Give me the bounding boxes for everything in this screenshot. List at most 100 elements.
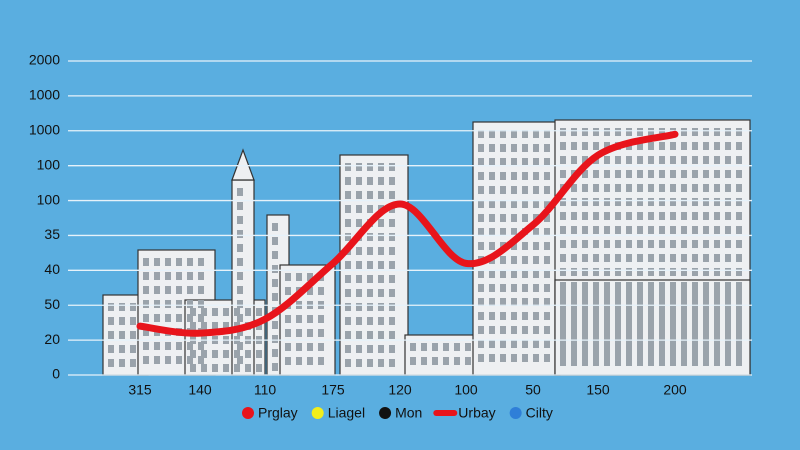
window (637, 310, 643, 318)
window (582, 170, 588, 178)
window (544, 158, 550, 166)
window (571, 302, 577, 310)
window (626, 240, 632, 248)
window (223, 350, 229, 358)
window (560, 296, 566, 304)
window (615, 128, 621, 136)
window (500, 228, 506, 236)
window (736, 212, 742, 220)
window (659, 184, 665, 192)
window (648, 240, 654, 248)
y-tick-label: 1000 (29, 87, 60, 103)
window (604, 296, 610, 304)
window (714, 212, 720, 220)
window (571, 316, 577, 324)
window (626, 282, 632, 290)
window (593, 212, 599, 220)
window (703, 324, 709, 332)
window (522, 144, 528, 152)
window (615, 316, 621, 324)
window (478, 200, 484, 208)
window (511, 326, 517, 334)
window (626, 352, 632, 360)
window (143, 286, 149, 294)
window (272, 363, 278, 371)
window (367, 345, 373, 353)
window (356, 177, 362, 185)
window (108, 303, 114, 311)
window (736, 344, 742, 352)
window (648, 338, 654, 346)
window (626, 170, 632, 178)
window (489, 270, 495, 278)
window (593, 170, 599, 178)
legend-label: Cilty (526, 405, 553, 421)
window (604, 310, 610, 318)
window (522, 214, 528, 222)
window (736, 268, 742, 276)
window (593, 288, 599, 296)
window (615, 254, 621, 262)
window (637, 212, 643, 220)
window (511, 172, 517, 180)
window (714, 142, 720, 150)
window (681, 358, 687, 366)
window (670, 358, 676, 366)
window (626, 198, 632, 206)
window (681, 324, 687, 332)
window (296, 315, 302, 323)
window (626, 226, 632, 234)
window (725, 240, 731, 248)
window (378, 275, 384, 283)
window (522, 186, 528, 194)
window (143, 314, 149, 322)
window (571, 198, 577, 206)
window (571, 310, 577, 318)
window (378, 359, 384, 367)
window (626, 296, 632, 304)
window (511, 298, 517, 306)
window (648, 156, 654, 164)
window (692, 184, 698, 192)
window (659, 170, 665, 178)
window (256, 350, 262, 358)
window (522, 326, 528, 334)
window (511, 130, 517, 138)
window (511, 214, 517, 222)
window (345, 275, 351, 283)
window (201, 308, 207, 316)
window (692, 268, 698, 276)
window (725, 170, 731, 178)
window (604, 226, 610, 234)
window (296, 357, 302, 365)
window (234, 364, 240, 372)
window (237, 314, 243, 322)
window (378, 247, 384, 255)
window (165, 300, 171, 308)
window (212, 322, 218, 330)
legend-label: Prglay (258, 405, 298, 421)
window (465, 343, 471, 351)
window (187, 272, 193, 280)
window (198, 300, 204, 308)
window (296, 273, 302, 281)
window (725, 128, 731, 136)
window (736, 282, 742, 290)
window (582, 310, 588, 318)
window (736, 198, 742, 206)
window (522, 284, 528, 292)
window (560, 254, 566, 262)
window (500, 326, 506, 334)
window (478, 326, 484, 334)
window (272, 335, 278, 343)
y-tick-label: 1000 (29, 121, 60, 137)
window (692, 316, 698, 324)
window (571, 344, 577, 352)
window (659, 268, 665, 276)
window (511, 312, 517, 320)
window (367, 163, 373, 171)
window (637, 330, 643, 338)
window (670, 240, 676, 248)
window (692, 198, 698, 206)
